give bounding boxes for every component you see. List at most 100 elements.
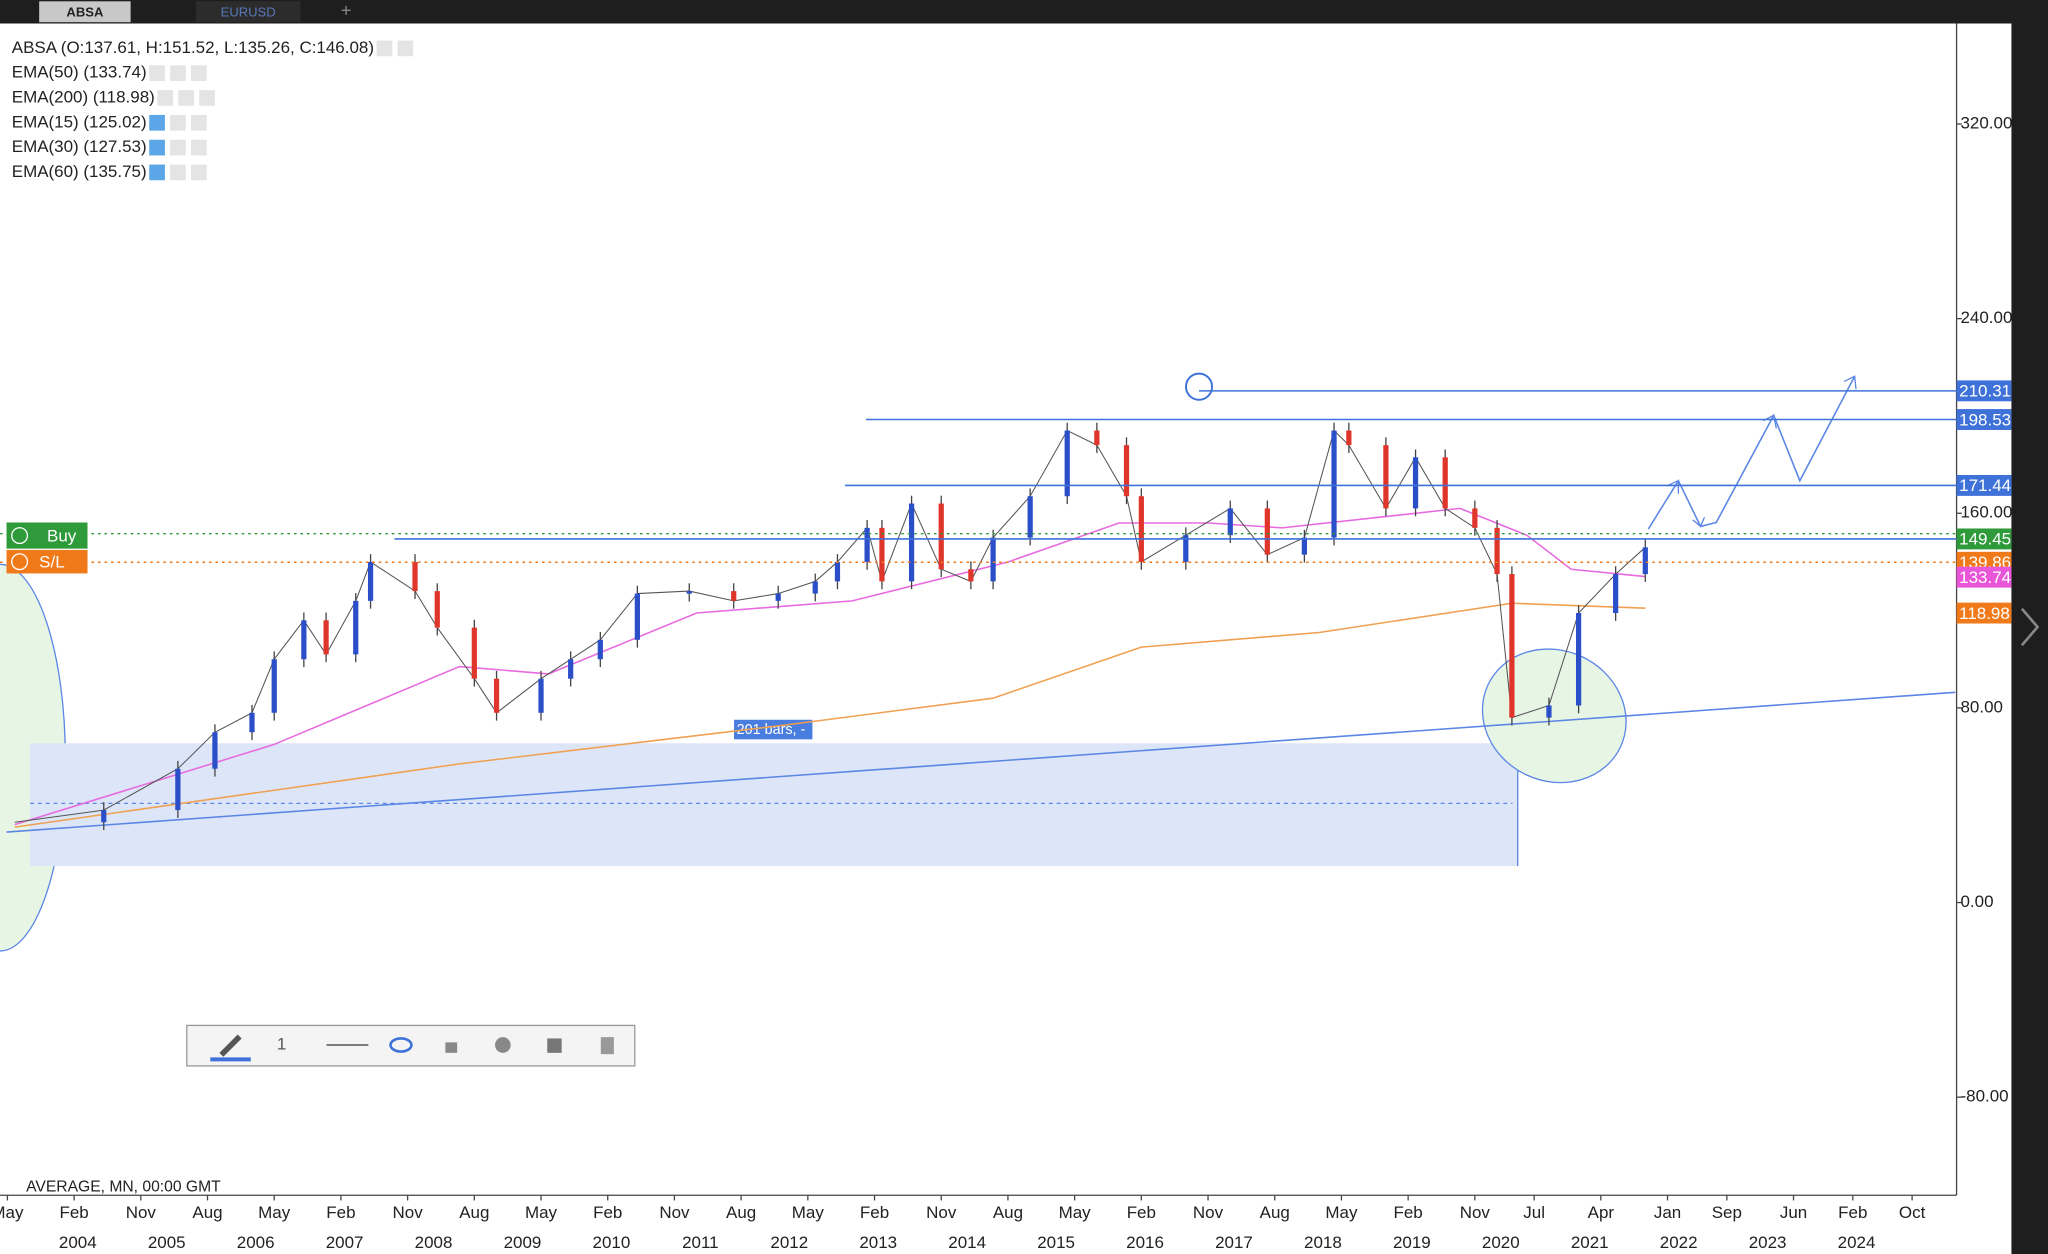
x-tick-label: Aug — [726, 1203, 756, 1222]
sl-label[interactable]: S/L — [39, 552, 64, 571]
candle — [938, 503, 944, 570]
arrow-head — [1692, 517, 1706, 528]
scroll-right[interactable] — [2020, 607, 2040, 647]
candle — [1575, 613, 1582, 706]
legend-item: EMA(200) (118.98) — [12, 87, 155, 106]
candle — [175, 768, 181, 811]
legend-button[interactable] — [178, 90, 194, 106]
lock-button[interactable] — [445, 1042, 458, 1053]
legend-item: EMA(60) (135.75) — [12, 162, 147, 181]
candle — [1227, 508, 1233, 536]
settings-button[interactable] — [495, 1037, 511, 1053]
x-tick-label: Aug — [1260, 1203, 1290, 1222]
legend-button[interactable] — [170, 164, 186, 181]
x-tick-label: Feb — [593, 1203, 622, 1222]
width-value[interactable]: 1 — [277, 1034, 286, 1053]
legend-button[interactable] — [397, 40, 414, 57]
legend-button[interactable] — [191, 164, 207, 181]
tab-label[interactable]: ABSA — [66, 5, 104, 20]
y-tick-label: 80.00 — [1960, 697, 2002, 716]
candle — [1546, 705, 1552, 718]
price-tag — [1956, 566, 2012, 588]
year-label: 2021 — [1571, 1233, 1609, 1252]
year-label: 2004 — [59, 1233, 97, 1252]
x-tick-label: Jan — [1654, 1203, 1681, 1222]
x-tick-label: Nov — [1193, 1203, 1224, 1222]
legend-button[interactable] — [170, 65, 186, 81]
measure-box — [30, 743, 1518, 867]
legend-item: EMA(50) (133.74) — [12, 63, 147, 82]
candle — [1346, 430, 1352, 446]
buy-icon[interactable] — [11, 527, 29, 545]
copy-button[interactable] — [547, 1038, 562, 1053]
candle — [990, 537, 996, 582]
price-tag-label: 118.98 — [1959, 604, 2010, 623]
candle — [323, 620, 329, 655]
sl-button[interactable] — [6, 549, 88, 574]
close-path — [14, 429, 1646, 823]
x-tick-label: Feb — [1394, 1203, 1423, 1222]
candle — [1613, 574, 1619, 614]
drawing-toolbar: 1 — [186, 1024, 636, 1067]
x-tick-label: Feb — [59, 1203, 88, 1222]
price-tag-label: 171.44 — [1959, 476, 2011, 495]
tab[interactable] — [195, 1, 301, 23]
legend-button[interactable] — [170, 114, 186, 131]
year-label: 2006 — [237, 1233, 275, 1252]
candle — [249, 712, 255, 733]
year-label: 2009 — [504, 1233, 542, 1252]
ema-line — [14, 507, 1646, 826]
buy-label[interactable]: Buy — [47, 526, 77, 545]
anchor-handle[interactable] — [1184, 372, 1214, 401]
visibility-button[interactable] — [389, 1037, 413, 1053]
legend-button[interactable] — [149, 139, 165, 156]
price-tag-label: 133.74 — [1959, 568, 2011, 587]
candle — [968, 569, 974, 582]
year-label: 2018 — [1304, 1233, 1342, 1252]
legend-button[interactable] — [191, 65, 207, 81]
tab-label[interactable]: EURUSD — [221, 5, 276, 20]
pencil-button[interactable] — [219, 1034, 242, 1057]
candle — [1442, 457, 1448, 509]
year-label: 2015 — [1037, 1233, 1075, 1252]
x-tick-label: May — [525, 1203, 558, 1222]
year-label: 2020 — [1482, 1233, 1520, 1252]
candle — [1331, 430, 1337, 538]
legend-button[interactable] — [376, 40, 393, 57]
candle — [434, 591, 440, 628]
legend-button[interactable] — [149, 65, 165, 81]
candle — [271, 659, 277, 713]
candle — [1301, 537, 1307, 555]
x-tick-label: Nov — [659, 1203, 690, 1222]
year-label: 2007 — [326, 1233, 364, 1252]
legend-button[interactable] — [149, 114, 165, 131]
y-tick-label: -80.00 — [1960, 1087, 2008, 1106]
candle — [1509, 574, 1515, 718]
price-tag-label: 198.53 — [1959, 410, 2011, 429]
legend-button[interactable] — [191, 139, 207, 156]
x-tick-label: May — [1325, 1203, 1358, 1222]
legend-item: ABSA (O:137.61, H:151.52, L:135.26, C:14… — [12, 38, 374, 57]
legend-button[interactable] — [149, 164, 165, 181]
legend-button[interactable] — [199, 90, 215, 106]
candle — [834, 561, 841, 582]
sl-icon[interactable] — [11, 553, 29, 571]
candle — [1642, 547, 1648, 575]
legend-button[interactable] — [170, 139, 186, 156]
year-label: 2014 — [948, 1233, 986, 1252]
y-tick-label: 160.00 — [1960, 503, 2012, 522]
active-tab[interactable] — [39, 1, 131, 23]
candle — [812, 581, 818, 594]
candle — [634, 593, 640, 640]
legend-button[interactable] — [157, 90, 174, 106]
candle — [1412, 457, 1419, 509]
year-label: 2013 — [859, 1233, 897, 1252]
delete-button[interactable] — [600, 1037, 614, 1055]
legend-button[interactable] — [191, 114, 207, 131]
candle — [1383, 445, 1389, 509]
x-tick-label: Oct — [1899, 1203, 1926, 1222]
candle — [367, 561, 374, 601]
add-tab[interactable]: + — [341, 0, 352, 21]
buy-button[interactable] — [6, 522, 88, 549]
